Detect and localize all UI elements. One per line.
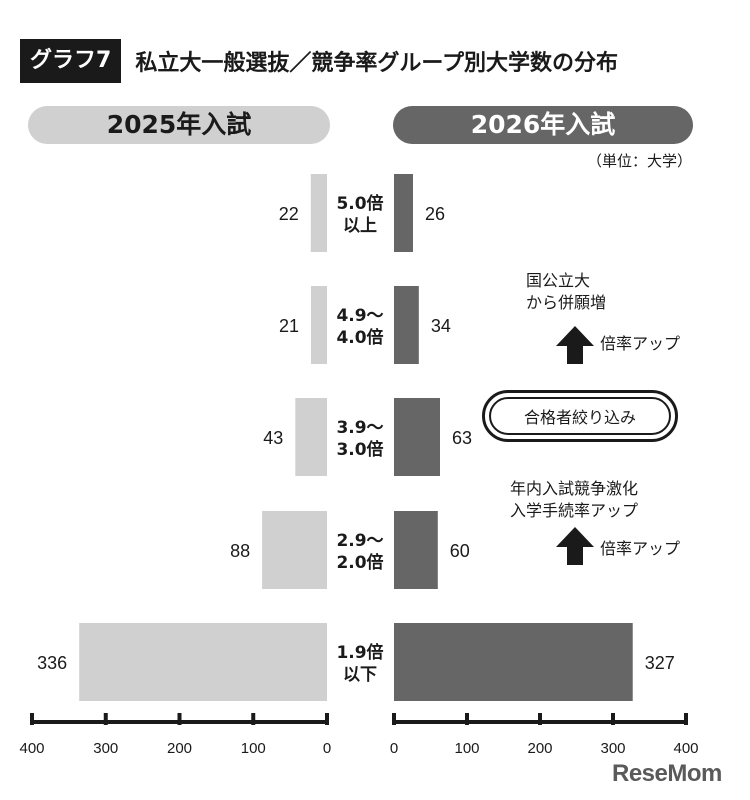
value-labels: 22 26 21 34 43 63 88 60 336 327 bbox=[37, 204, 675, 673]
category-label: 5.0倍 bbox=[336, 193, 383, 214]
note-line: から併願増 bbox=[526, 293, 607, 312]
tick-label: 0 bbox=[390, 740, 398, 757]
category-label: 4.9～ bbox=[336, 306, 383, 326]
note-line: 年内入試競争激化 bbox=[510, 479, 639, 498]
category-label: 2.0倍 bbox=[336, 552, 383, 573]
bar-2026 bbox=[394, 286, 419, 364]
bar-2026 bbox=[394, 511, 438, 589]
bar-2025 bbox=[79, 623, 327, 701]
category-label: 以上 bbox=[343, 216, 377, 236]
bar-2026 bbox=[394, 623, 633, 701]
bar-2025 bbox=[311, 286, 327, 364]
category-label: 3.0倍 bbox=[336, 439, 383, 460]
note-national-univ: 国公立大 から併願増 bbox=[526, 270, 606, 314]
value-label-2025: 43 bbox=[263, 428, 283, 448]
value-label-2025: 21 bbox=[279, 316, 299, 336]
axis-2026: 0 100 200 300 400 bbox=[390, 713, 699, 757]
oval-callout-label: 合格者絞り込み bbox=[489, 397, 671, 435]
axes: 400 300 200 100 0 0 100 200 300 400 bbox=[19, 713, 699, 757]
chart-title: 私立大一般選抜／競争率グループ別大学数の分布 bbox=[135, 51, 618, 76]
category-label: 2.9～ bbox=[336, 531, 383, 551]
upper-arrow-label: 倍率アップ bbox=[600, 334, 681, 353]
category-label: 4.0倍 bbox=[336, 327, 383, 348]
tick-label: 200 bbox=[167, 740, 192, 757]
value-label-2026: 26 bbox=[425, 204, 445, 224]
unit-label: （単位：大学） bbox=[586, 152, 692, 170]
tick-label: 400 bbox=[19, 740, 44, 757]
bar-2025 bbox=[262, 511, 327, 589]
tick-label: 400 bbox=[673, 740, 698, 757]
panel-title-2026: 2026年入試 bbox=[393, 106, 693, 144]
panel-title-2025: 2025年入試 bbox=[28, 106, 330, 144]
axis-2025: 400 300 200 100 0 bbox=[19, 713, 331, 757]
category-label: 以下 bbox=[343, 665, 377, 685]
category-label: 1.9倍 bbox=[336, 642, 383, 663]
series-2026-bars bbox=[394, 174, 633, 701]
note-line: 入学手続率アップ bbox=[510, 501, 639, 520]
bar-2026 bbox=[394, 174, 413, 252]
value-label-2026: 63 bbox=[452, 428, 472, 448]
trend-arrows bbox=[556, 326, 594, 565]
tick-label: 100 bbox=[241, 740, 266, 757]
value-label-2025: 88 bbox=[230, 541, 250, 561]
note-line: 国公立大 bbox=[526, 271, 591, 290]
value-label-2025: 336 bbox=[37, 653, 67, 673]
oval-callout: 合格者絞り込み bbox=[482, 390, 678, 442]
series-2025-bars bbox=[79, 174, 327, 701]
category-label: 3.9～ bbox=[336, 418, 383, 438]
tick-label: 200 bbox=[527, 740, 552, 757]
value-label-2026: 60 bbox=[450, 541, 470, 561]
lower-arrow-label: 倍率アップ bbox=[600, 539, 681, 558]
chart-header: グラフ7 私立大一般選抜／競争率グループ別大学数の分布 bbox=[20, 38, 618, 84]
tick-label: 100 bbox=[454, 740, 479, 757]
bar-2026 bbox=[394, 398, 440, 476]
graph-number-badge: グラフ7 bbox=[20, 39, 122, 83]
brand-logo: ReseMom bbox=[612, 760, 722, 787]
bar-2025 bbox=[295, 398, 327, 476]
tick-label: 300 bbox=[600, 740, 625, 757]
tick-label: 300 bbox=[93, 740, 118, 757]
bar-2025 bbox=[310, 174, 327, 252]
up-arrow-icon bbox=[556, 326, 594, 364]
note-early-admission: 年内入試競争激化 入学手続率アップ bbox=[510, 478, 638, 522]
value-label-2026: 34 bbox=[431, 316, 451, 336]
value-label-2026: 327 bbox=[645, 653, 675, 673]
tick-label: 0 bbox=[323, 740, 331, 757]
up-arrow-icon bbox=[556, 527, 594, 565]
value-label-2025: 22 bbox=[279, 204, 299, 224]
